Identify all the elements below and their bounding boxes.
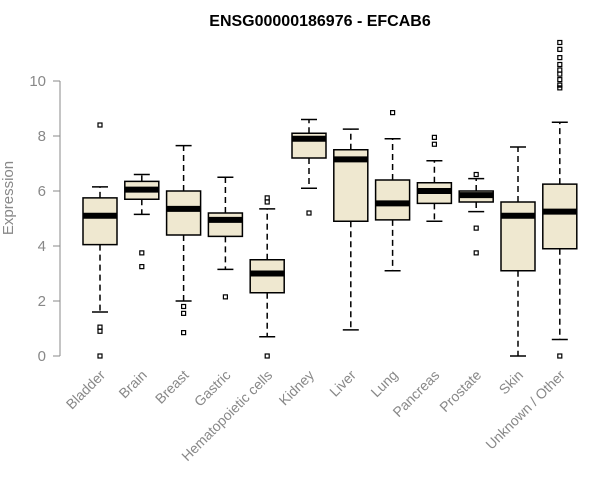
outlier-point [264,353,270,359]
boxes-group [82,39,578,359]
outlier-point [557,61,563,68]
outlier-point [557,77,563,83]
x-tick-label: Liver [326,367,359,400]
outlier-point [557,353,563,359]
outlier-point [390,110,396,116]
outlier-point [139,264,145,270]
x-tick-label: Bladder [63,367,109,413]
box-7 [374,110,411,272]
outlier-point [222,294,228,300]
outlier-point [97,353,103,359]
outlier-point [306,210,312,216]
iqr-box [207,212,244,238]
y-tick-label: 10 [29,73,46,90]
iqr-box [500,201,536,272]
outlier-point [264,199,270,205]
outlier-point [557,85,563,91]
outlier-point [473,250,479,256]
outlier-point [181,303,187,310]
outlier-point [97,122,103,128]
box-4 [249,195,285,359]
iqr-box [374,179,411,221]
y-tick-label: 2 [38,293,46,310]
outlier-point [473,225,479,231]
outlier-point [557,71,563,77]
outlier-point [557,67,563,73]
box-10 [500,146,536,357]
chart-title: ENSG00000186976 - EFCAB6 [209,13,431,30]
box-2 [165,144,202,336]
x-tick-label: Prostate [436,367,484,415]
y-axis-label: Expression [0,161,17,235]
box-9 [458,171,494,256]
box-5 [291,118,327,216]
y-tick-label: 6 [38,183,46,200]
box-0 [82,122,118,359]
iqr-box [165,190,202,236]
iqr-box [82,197,118,246]
x-tick-label: Unknown / Other [482,367,568,453]
box-6 [333,128,369,331]
x-tick-label: Kidney [276,367,318,409]
outlier-point [181,330,187,336]
box-11 [542,39,578,359]
iqr-box [542,183,578,250]
y-tick-label: 8 [38,128,46,145]
outlier-point [431,141,437,147]
x-tick-label: Skin [496,367,527,398]
box-1 [124,173,160,270]
outlier-point [181,310,187,316]
outlier-point [557,39,563,46]
y-tick-label: 4 [38,238,46,255]
outlier-point [264,195,270,201]
x-tick-label: Lung [367,367,400,400]
box-3 [207,176,244,300]
y-tick-label: 0 [38,348,46,365]
outlier-point [431,134,437,140]
x-tick-label: Breast [152,367,192,407]
outlier-point [97,324,103,330]
outlier-point [97,328,103,334]
x-tick-label: Brain [115,367,149,401]
outlier-point [557,46,563,52]
outlier-point [557,82,563,88]
box-8 [416,134,453,222]
outlier-point [139,250,145,256]
outlier-point [557,55,563,61]
outlier-point [473,171,479,178]
y-axis: 0 2 4 6 8 10 [29,73,61,365]
